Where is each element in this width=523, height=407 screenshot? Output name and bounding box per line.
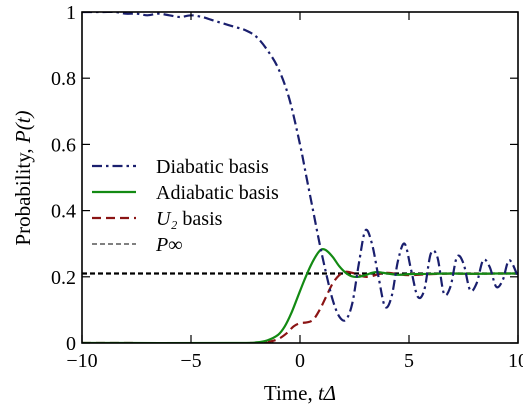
y-tick-label: 0.8 <box>51 68 76 90</box>
series-diabatic-basis-line <box>82 12 518 322</box>
y-tick-label: 1 <box>66 2 76 24</box>
legend-label-u2-basis: U₂ basis <box>156 208 223 230</box>
legend-label-diabatic-basis: Diabatic basis <box>156 156 269 178</box>
series-layer <box>82 12 518 343</box>
x-tick-label: 5 <box>404 350 414 372</box>
series-adiabatic-basis-line <box>82 247 518 343</box>
legend-label-adiabatic-basis: Adiabatic basis <box>156 182 279 204</box>
y-tick-label: 0.2 <box>51 267 76 289</box>
x-axis-title: Time, tΔ <box>264 381 336 405</box>
y-tick-label: 0.4 <box>51 201 76 223</box>
x-tick-label: −10 <box>66 350 97 372</box>
x-tick-label: 0 <box>295 350 305 372</box>
x-tick-label: −5 <box>180 350 201 372</box>
ticks-layer: −10 −5 0 5 10 0 0.2 0.4 0.6 0.8 1 <box>51 2 523 372</box>
y-tick-label: 0 <box>66 333 76 355</box>
y-tick-label: 0.6 <box>51 134 76 156</box>
x-tick-label: 10 <box>508 350 523 372</box>
legend: Diabatic basis Adiabatic basis U₂ basis P∞ <box>92 156 279 256</box>
legend-label-p-infinity: P∞ <box>155 234 182 256</box>
series-u2-basis-line <box>82 270 518 343</box>
y-axis-title: Probability, P(t) <box>11 110 35 245</box>
